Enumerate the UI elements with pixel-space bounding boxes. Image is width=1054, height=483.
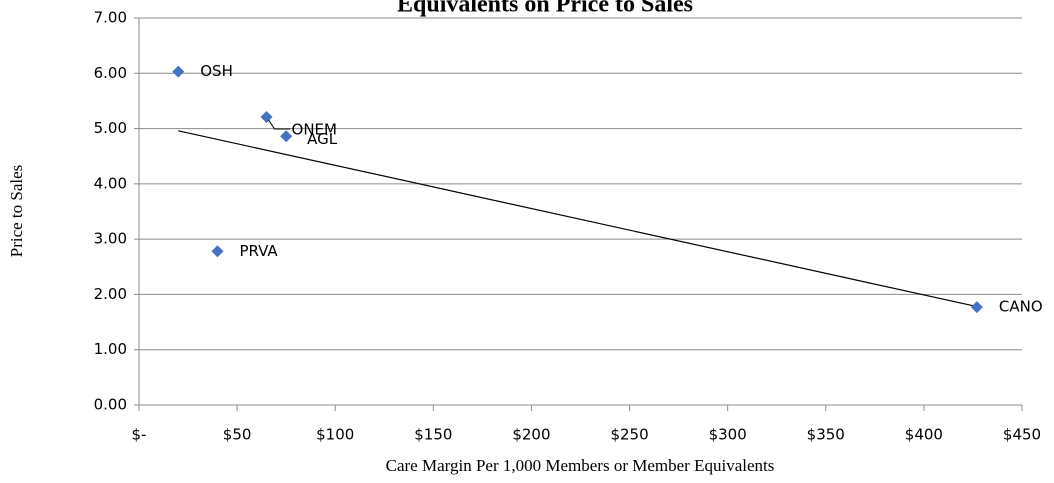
x-tick-label: $400: [905, 426, 943, 444]
y-tick-label: 5.00: [94, 119, 127, 137]
y-tick-label: 4.00: [94, 174, 127, 192]
x-tick-label: $50: [223, 426, 252, 444]
x-tick-label: $450: [1003, 426, 1041, 444]
x-tick-label: $-: [132, 426, 147, 444]
leader-line: [268, 119, 291, 130]
point-label: CANO: [999, 298, 1043, 316]
x-tick-label: $300: [709, 426, 747, 444]
x-tick-label: $150: [414, 426, 452, 444]
y-tick-label: 6.00: [94, 64, 127, 82]
point-label: PRVA: [239, 242, 278, 260]
y-tick-label: 7.00: [94, 9, 127, 27]
x-tick-label: $100: [316, 426, 354, 444]
trendline: [178, 130, 977, 308]
y-tick-label: 2.00: [94, 285, 127, 303]
y-tick-label: 1.00: [94, 340, 127, 358]
x-axis-title: Care Margin Per 1,000 Members or Member …: [386, 456, 775, 475]
point: [280, 130, 293, 143]
y-tick-label: 0.00: [94, 396, 127, 414]
x-tick-label: $350: [807, 426, 845, 444]
y-axis-title: Price to Sales: [7, 165, 26, 258]
y-tick-label: 3.00: [94, 230, 127, 248]
point-label: AGL: [307, 130, 338, 148]
x-tick-label: $250: [610, 426, 648, 444]
chart-title: Equivalents on Price to Sales: [397, 0, 693, 18]
point: [211, 245, 224, 258]
x-tick-label: $200: [512, 426, 550, 444]
point-label: OSH: [200, 62, 233, 80]
point: [260, 110, 273, 123]
point: [172, 65, 185, 78]
point: [970, 301, 983, 314]
point-label: ONEM: [292, 120, 337, 138]
